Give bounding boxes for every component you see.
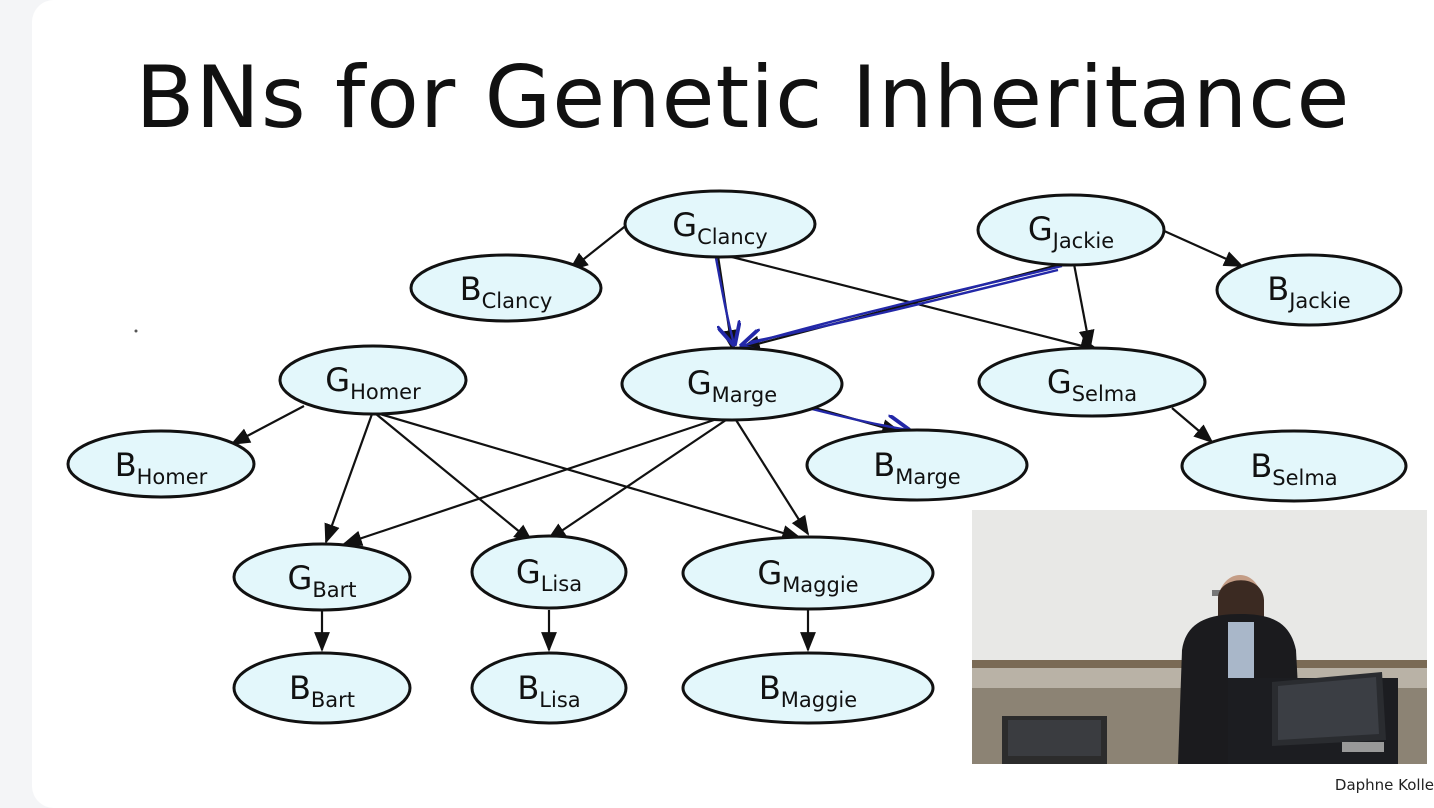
svg-text:GClancy: GClancy <box>672 206 767 249</box>
edge-gclancy-bclancy <box>568 223 629 272</box>
slide-title: BNs for Genetic Inheritance <box>135 48 1351 148</box>
svg-text:BBart: BBart <box>289 669 355 712</box>
edge-gjackie-bjackie <box>1161 228 1244 268</box>
node-b-marge: BMarge <box>805 428 1029 502</box>
node-b-maggie: BMaggie <box>681 651 935 725</box>
stray-dot <box>134 329 138 333</box>
svg-text:GLisa: GLisa <box>516 553 582 596</box>
node-g-marge: GMarge <box>620 346 844 422</box>
ink-jackie-to-marge-2 <box>749 268 1059 344</box>
svg-text:GJackie: GJackie <box>1028 210 1114 253</box>
svg-text:BMaggie: BMaggie <box>759 669 857 712</box>
edge-ghomer-gbart <box>324 413 374 544</box>
node-b-bart: BBart <box>232 651 412 725</box>
node-b-lisa: BLisa <box>470 651 628 725</box>
edge-gmarge-gbart <box>342 416 721 546</box>
svg-text:GHomer: GHomer <box>325 361 421 404</box>
node-g-maggie: GMaggie <box>681 535 935 611</box>
slide-credit: Daphne Kolle <box>1334 776 1434 794</box>
node-b-jackie: BJackie <box>1215 253 1403 327</box>
svg-text:BMarge: BMarge <box>873 446 960 489</box>
svg-text:BClancy: BClancy <box>460 270 553 313</box>
node-g-jackie: GJackie <box>976 193 1166 267</box>
lecturer-video-feed <box>972 510 1427 764</box>
svg-text:BJackie: BJackie <box>1267 270 1350 313</box>
svg-text:BLisa: BLisa <box>517 669 580 712</box>
node-g-clancy: GClancy <box>623 189 817 259</box>
ink-clancy-to-marge <box>714 257 734 344</box>
edge-ghomer-glisa <box>375 413 534 544</box>
edge-gjackie-gselma <box>1072 263 1095 350</box>
svg-text:GMaggie: GMaggie <box>757 554 858 597</box>
svg-text:BSelma: BSelma <box>1250 447 1337 490</box>
svg-text:GSelma: GSelma <box>1047 363 1137 406</box>
node-b-selma: BSelma <box>1180 429 1408 503</box>
svg-text:GMarge: GMarge <box>687 364 777 407</box>
lecturer-video-image <box>972 510 1427 764</box>
edge-ghomer-bhomer <box>230 405 305 445</box>
edge-gmarge-gmaggie <box>735 419 810 536</box>
ink-marge-to-bmarge <box>807 406 908 430</box>
svg-text:GBart: GBart <box>288 559 357 602</box>
pen-annotations <box>699 257 1063 430</box>
edge-ghomer-gmaggie <box>379 412 802 541</box>
svg-text:BHomer: BHomer <box>115 446 208 489</box>
node-g-lisa: GLisa <box>470 534 628 610</box>
edge-gmarge-glisa <box>546 419 727 542</box>
node-b-clancy: BClancy <box>409 253 603 323</box>
node-g-bart: GBart <box>232 542 412 612</box>
edge-gselma-bselma <box>1171 407 1214 444</box>
node-g-selma: GSelma <box>977 346 1207 418</box>
node-g-homer: GHomer <box>278 344 468 416</box>
node-b-homer: BHomer <box>66 429 256 499</box>
